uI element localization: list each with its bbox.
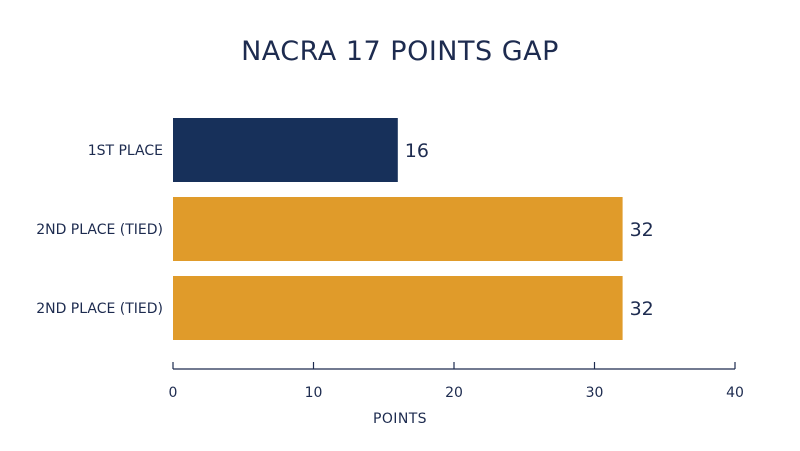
value-label-1: 16 (405, 140, 429, 162)
category-labels-group: 1ST PLACE 2ND PLACE (TIED) 2ND PLACE (TIED… (36, 143, 163, 317)
bars-group (173, 118, 623, 340)
chart-title: NACRA 17 POINTS GAP (241, 36, 559, 67)
category-label-2: 2ND PLACE (TIED) (36, 222, 163, 238)
value-labels-group: 16 32 32 (405, 140, 654, 320)
category-label-3: 2ND PLACE (TIED) (36, 301, 163, 317)
bar-3 (173, 276, 623, 340)
x-axis: 0 10 20 30 40 (169, 362, 744, 401)
bar-1 (173, 118, 398, 182)
x-tick-label-4: 40 (726, 385, 744, 401)
bar-2 (173, 197, 623, 261)
x-tick-label-1: 10 (305, 385, 323, 401)
category-label-1: 1ST PLACE (88, 143, 163, 159)
x-tick-label-2: 20 (445, 385, 463, 401)
value-label-2: 32 (630, 219, 654, 241)
value-label-3: 32 (630, 298, 654, 320)
x-tick-label-3: 30 (586, 385, 604, 401)
x-tick-label-0: 0 (169, 385, 178, 401)
x-axis-label: POINTS (373, 411, 427, 427)
